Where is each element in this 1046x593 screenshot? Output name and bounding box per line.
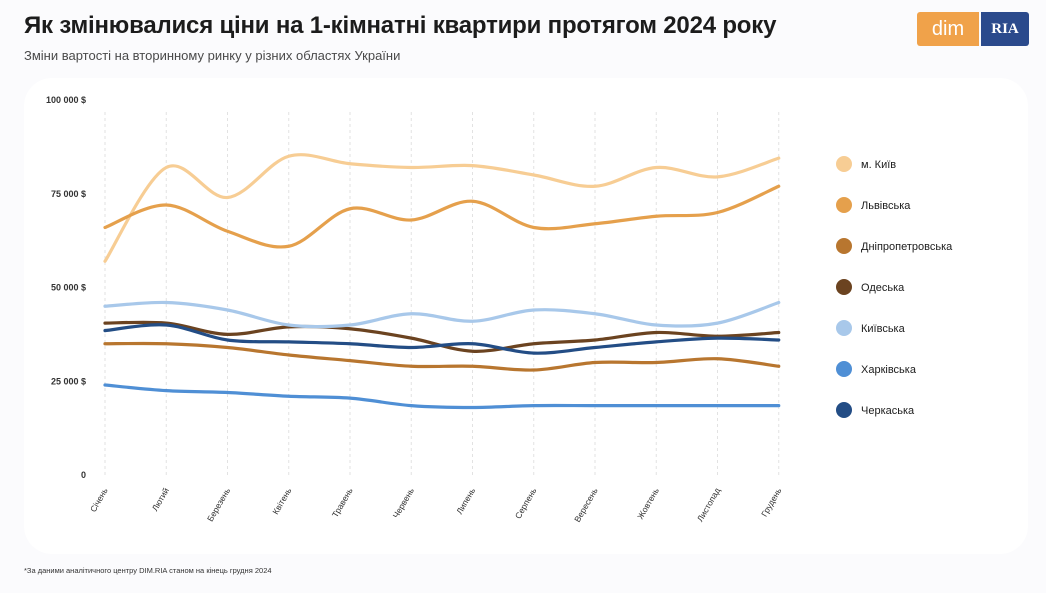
dim-ria-logo[interactable]: dim RIA: [917, 12, 1029, 46]
legend-label: Черкаська: [861, 405, 915, 417]
series-layer: [103, 153, 781, 410]
y-tick-label: 75 000 $: [51, 189, 86, 199]
grid-layer: [104, 112, 780, 478]
legend-marker: [836, 320, 852, 336]
x-tick-label: Листопад: [695, 486, 722, 523]
logo-ria-text: RIA: [981, 12, 1029, 46]
footnote: *За даними аналітичного центру DIM.RIA с…: [24, 566, 272, 575]
legend-label: Київська: [861, 323, 906, 335]
legend-marker: [836, 197, 852, 213]
chart-card: [24, 78, 1028, 554]
series-line: [103, 300, 781, 329]
x-tick-label: Травень: [330, 486, 355, 520]
series-line: [103, 383, 781, 410]
legend-marker: [836, 361, 852, 377]
x-tick-label: Жовтень: [635, 486, 661, 521]
page-subtitle: Зміни вартості на вторинному ринку у різ…: [24, 48, 401, 63]
series-line: [103, 341, 781, 372]
y-axis-ticks: 0 25 000 $ 50 000 $ 75 000 $ 100 000 $: [46, 95, 86, 480]
legend-marker: [836, 238, 852, 254]
x-tick-label: Липень: [454, 486, 477, 516]
series-line: [103, 184, 781, 249]
legend-label: м. Київ: [861, 159, 896, 171]
legend-marker: [836, 156, 852, 172]
legend-marker: [836, 279, 852, 295]
y-tick-label: 50 000 $: [51, 283, 86, 293]
x-tick-label: Грудень: [759, 486, 784, 519]
x-tick-label: Серпень: [513, 486, 539, 521]
legend-label: Львівська: [861, 200, 911, 212]
x-axis-ticks: Січень Лютий Березень Квітень Травень Червень…: [88, 486, 784, 524]
y-tick-label: 0: [81, 470, 86, 480]
logo-dim-text: dim: [917, 12, 979, 46]
x-tick-label: Червень: [391, 486, 417, 520]
x-tick-label: Квітень: [270, 486, 293, 517]
legend-label: Дніпропетровська: [861, 241, 953, 253]
page-title: Як змінювалися ціни на 1-кімнатні кварти…: [24, 12, 777, 39]
legend: м. Київ Львівська Дніпропетровська Одеська К…: [836, 156, 953, 418]
y-tick-label: 25 000 $: [51, 376, 86, 386]
legend-label: Харківська: [861, 364, 917, 376]
y-tick-label: 100 000 $: [46, 95, 86, 105]
series-line: [103, 323, 781, 355]
legend-label: Одеська: [861, 282, 905, 294]
x-tick-label: Січень: [88, 486, 110, 514]
x-tick-label: Березень: [205, 486, 233, 524]
series-line: [103, 153, 781, 263]
legend-marker: [836, 402, 852, 418]
x-tick-label: Вересень: [572, 486, 600, 524]
x-tick-label: Лютий: [150, 486, 171, 513]
